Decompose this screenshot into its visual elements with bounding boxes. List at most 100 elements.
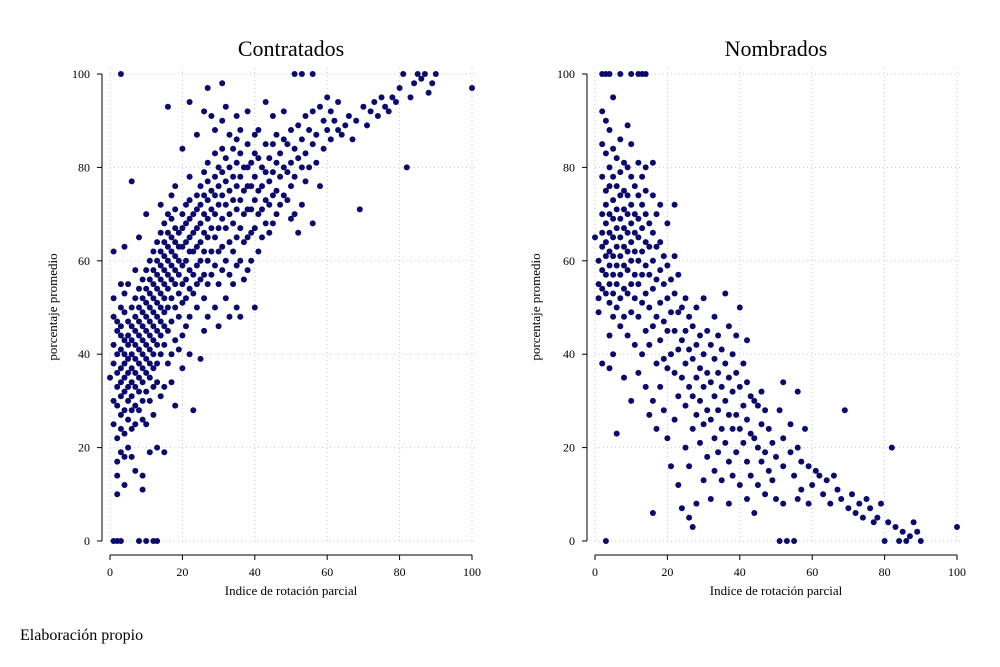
data-point [201,169,208,176]
data-point [125,369,132,376]
data-point [725,323,732,330]
data-point [226,271,233,278]
data-point [671,369,678,376]
data-point [602,187,609,194]
data-point [646,220,653,227]
data-point [110,248,117,255]
data-point [722,439,729,446]
data-point [222,155,229,162]
data-point [628,239,635,246]
data-point [121,407,128,414]
data-point [193,192,200,199]
data-point [284,141,291,148]
data-point [653,276,660,283]
data-point [954,524,960,530]
data-point [342,122,349,129]
data-point [751,397,758,404]
data-point [816,472,823,479]
data-point [744,379,750,386]
data-point [664,262,671,269]
data-point [183,220,189,227]
data-point [244,267,251,274]
data-point [671,253,678,260]
data-point [610,253,617,260]
data-point [809,482,816,488]
data-point [606,229,613,236]
data-point [718,425,725,432]
data-point [172,402,179,409]
data-point [139,337,146,344]
data-point [117,281,124,288]
data-point [219,117,226,124]
data-point [222,201,229,208]
data-point [671,416,678,423]
data-point [675,393,682,400]
data-point [671,327,678,334]
data-point [660,281,667,288]
data-point [613,304,620,311]
data-point [136,332,142,339]
data-point [841,407,848,414]
y-tick-label: 100 [72,67,90,81]
data-point [722,290,729,297]
data-point [649,323,656,330]
data-point [226,313,233,320]
data-point [157,201,164,208]
data-point [628,220,635,227]
data-point [197,276,204,283]
data-point [262,169,269,176]
data-point [349,136,356,143]
data-point [295,122,302,129]
data-point [212,262,218,269]
data-point [157,248,164,255]
data-point [602,201,609,208]
data-point [190,229,197,236]
data-point [114,351,121,358]
data-point [649,397,656,404]
data-point [606,71,613,77]
data-point [794,388,801,395]
data-point [642,290,649,297]
data-point [237,150,244,157]
data-point [226,131,233,138]
data-point [693,341,700,348]
data-point [179,281,186,288]
data-point [602,290,609,297]
data-point [653,313,660,320]
data-point [628,173,635,180]
data-point [255,248,262,255]
data-point [754,482,761,488]
data-point [146,290,153,297]
data-point [707,416,714,423]
x-tick-label: 20 [176,565,188,579]
data-point [639,201,646,208]
data-point [606,262,613,269]
data-point [136,346,142,353]
data-point [136,388,142,395]
data-point [610,145,617,152]
data-point [331,117,338,124]
data-point [150,337,157,344]
data-point [277,173,284,180]
data-point [610,173,617,180]
data-point [125,383,132,390]
data-point [592,234,598,241]
data-point [791,538,798,544]
data-point [183,276,189,283]
data-point [237,127,244,133]
data-point [660,318,667,325]
data-point [313,131,320,138]
data-point [309,71,316,77]
data-point [139,416,146,423]
data-point [269,169,276,176]
data-point [664,220,671,227]
data-point [183,239,189,246]
data-point [668,463,674,470]
data-point [725,374,732,381]
data-point [867,505,874,512]
data-point [201,229,208,236]
data-point [686,383,693,390]
data-point [649,192,656,199]
data-point [197,239,204,246]
